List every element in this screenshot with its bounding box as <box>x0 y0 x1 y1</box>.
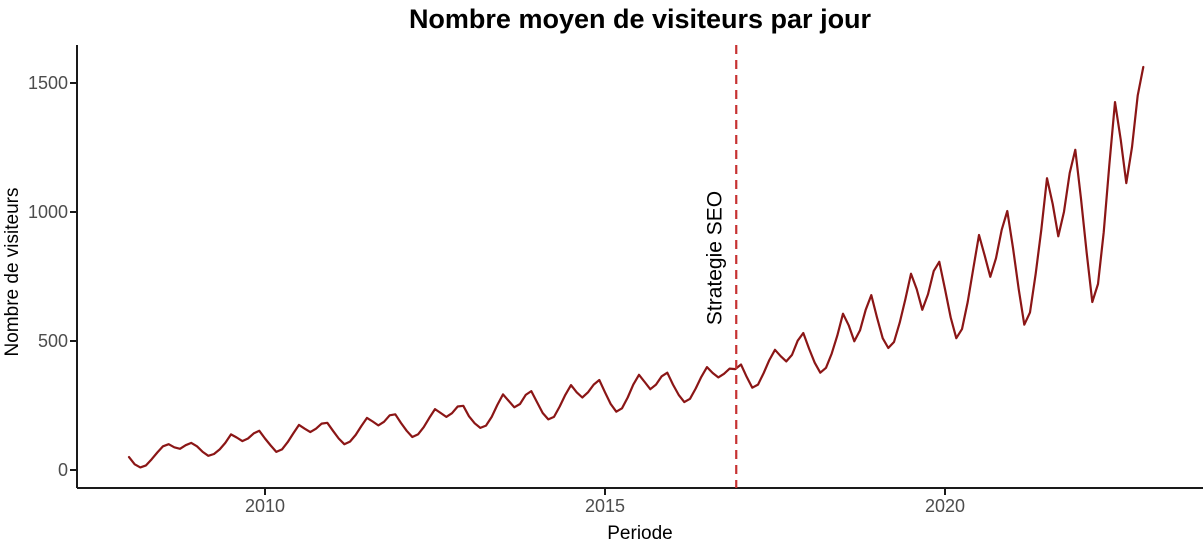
x-tick-label: 2020 <box>925 496 965 516</box>
annotation-strategie-seo-label: Strategie SEO <box>704 191 727 325</box>
chart-title: Nombre moyen de visiteurs par jour <box>408 4 872 34</box>
series-line-visiteurs <box>127 65 1145 469</box>
y-tick-label: 0 <box>58 460 68 480</box>
y-tick-label: 1000 <box>28 202 68 222</box>
y-tick-label: 500 <box>38 331 68 351</box>
y-tick-label: 1500 <box>28 73 68 93</box>
x-axis-title: Periode <box>607 523 673 544</box>
x-tick-label: 2010 <box>245 496 285 516</box>
x-tick-label: 2015 <box>585 496 625 516</box>
